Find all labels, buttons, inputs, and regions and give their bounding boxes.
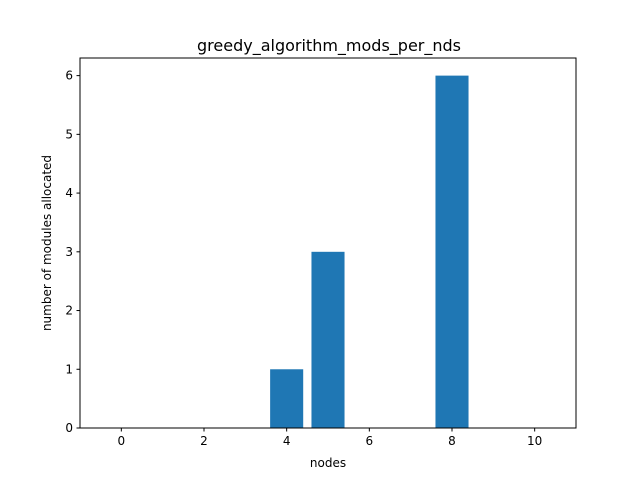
plot-area-frame xyxy=(79,57,577,429)
x-tick-label: 4 xyxy=(283,434,291,448)
x-axis-ticks: 0 2 4 6 8 10 xyxy=(118,428,542,448)
bars xyxy=(270,75,469,428)
chart-title: greedy_algorithm_mods_per_nds xyxy=(197,36,461,56)
y-tick-label: 2 xyxy=(65,304,73,318)
y-tick-label: 6 xyxy=(65,69,73,83)
x-tick-label: 6 xyxy=(366,434,374,448)
bar-node-8 xyxy=(435,75,469,428)
x-tick-label: 8 xyxy=(448,434,456,448)
x-tick-label: 0 xyxy=(118,434,126,448)
y-axis-ticks: 0 1 2 3 4 5 6 xyxy=(65,69,80,435)
y-tick-label: 0 xyxy=(65,421,73,435)
x-axis-label: nodes xyxy=(310,456,346,470)
y-tick-label: 1 xyxy=(65,362,73,376)
y-tick-label: 3 xyxy=(65,245,73,259)
bar-node-5 xyxy=(311,251,345,428)
bar-node-4 xyxy=(270,369,304,428)
x-tick-label: 10 xyxy=(527,434,542,448)
y-tick-label: 4 xyxy=(65,186,73,200)
y-axis-label: number of modules allocated xyxy=(40,155,54,331)
y-tick-label: 5 xyxy=(65,127,73,141)
x-tick-label: 2 xyxy=(200,434,208,448)
